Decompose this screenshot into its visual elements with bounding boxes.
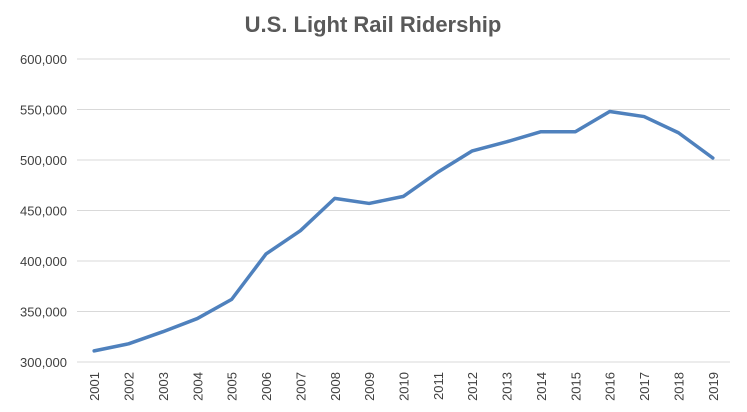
x-tick-label: 2014 xyxy=(534,372,549,401)
y-tick-label: 450,000 xyxy=(20,204,67,219)
series-line xyxy=(92,109,715,353)
x-tick-label: 2007 xyxy=(293,372,308,401)
y-tick-label: 300,000 xyxy=(20,355,67,370)
x-tick-label: 2005 xyxy=(225,372,240,401)
y-axis-tick-labels: 300,000 350,000 400,000 450,000 500,000 550,0… xyxy=(20,52,67,370)
x-tick-label: 2012 xyxy=(465,372,480,401)
y-tick-label: 350,000 xyxy=(20,305,67,320)
x-tick-label: 2002 xyxy=(122,372,137,401)
x-tick-label: 2015 xyxy=(568,372,583,401)
x-tick-label: 2004 xyxy=(190,372,205,401)
x-tick-label: 2010 xyxy=(397,372,412,401)
x-tick-label: 2018 xyxy=(671,372,686,401)
y-tick-label: 600,000 xyxy=(20,52,67,67)
x-tick-label: 2008 xyxy=(328,372,343,401)
y-tick-label: 550,000 xyxy=(20,103,67,118)
x-tick-label: 2017 xyxy=(637,372,652,401)
x-tick-label: 2019 xyxy=(706,372,721,401)
x-tick-label: 2001 xyxy=(87,372,102,401)
x-axis-tick-labels: 2001 2002 2003 2004 2005 2006 2007 2008 2009 2010… xyxy=(87,372,721,401)
x-tick-label: 2011 xyxy=(431,372,446,400)
series-layer xyxy=(92,109,715,353)
gridlines xyxy=(77,58,730,312)
x-tick-label: 2016 xyxy=(603,372,618,401)
y-tick-label: 500,000 xyxy=(20,153,67,168)
x-tick-label: 2003 xyxy=(156,372,171,401)
x-tick-label: 2009 xyxy=(362,372,377,401)
y-tick-label: 400,000 xyxy=(20,254,67,269)
x-tick-label: 2013 xyxy=(500,372,515,401)
chart-title: U.S. Light Rail Ridership xyxy=(245,12,502,37)
x-tick-label: 2006 xyxy=(259,372,274,401)
